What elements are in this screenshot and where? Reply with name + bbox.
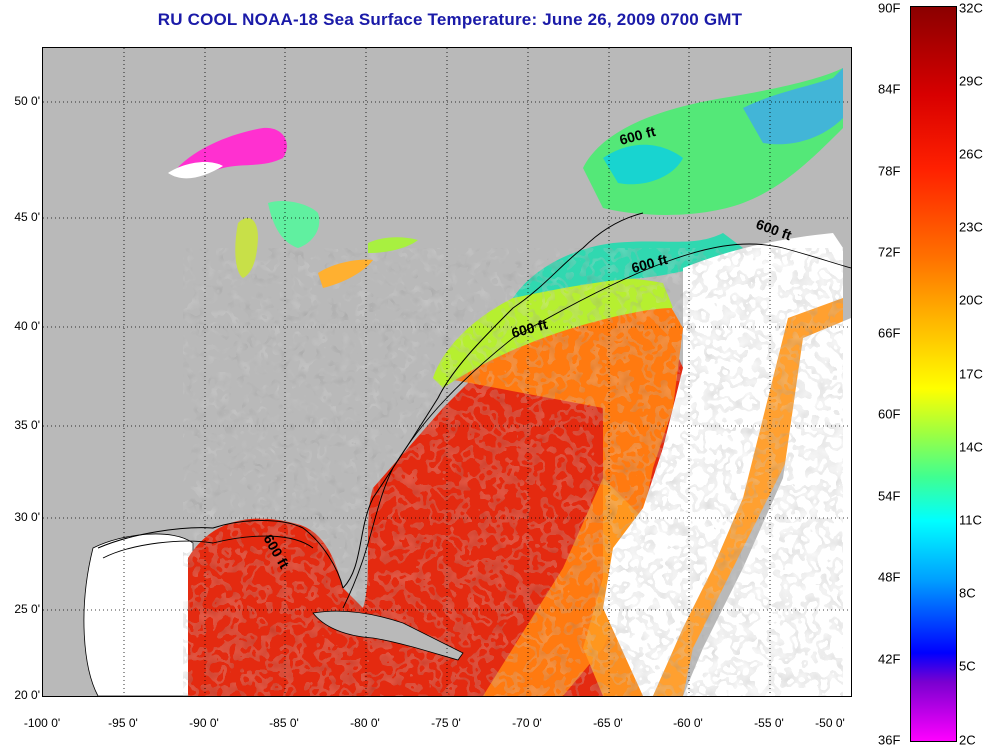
contour-600ft-gulf [102,535,314,559]
colorbar-label-f: 36F [878,732,901,748]
map-grid [43,48,851,696]
labrador-cold-patch [743,68,843,145]
x-tick: -75 0' [431,716,461,730]
colorbar-label-c: 14C [959,439,983,455]
coastline-gulf [97,520,344,589]
colorbar-label-c: 26C [959,146,983,162]
colorbar-label-c: 32C [959,0,983,16]
colorbar-label-c: 11C [959,512,982,528]
y-tick: 25 0' [14,602,40,616]
colorbar-label-c: 2C [959,732,976,748]
colorbar-label-c: 23C [959,219,983,235]
colorbar-label-c: 29C [959,73,983,89]
temperature-colorbar [910,6,957,742]
colorbar-label-f: 42F [878,651,901,667]
x-tick: -70 0' [512,716,542,730]
sst-map: 600 ft 600 ft 600 ft 600 ft 600 ft [42,47,852,697]
colorbar-label-f: 66F [878,325,901,341]
y-tick: 35 0' [14,418,40,432]
colorbar-label-f: 48F [878,569,901,585]
colorbar-label-f: 90F [878,0,901,16]
gulf-nodata [83,533,194,696]
x-tick: -100 0' [23,716,61,730]
colorbar-label-f: 54F [878,488,901,504]
x-tick: -50 0' [815,716,845,730]
gulf-stlawrence-water [603,144,683,185]
colorbar-label-c: 8C [959,585,976,601]
lake-ontario [368,237,418,253]
x-tick: -85 0' [269,716,299,730]
lake-huron [268,201,320,248]
y-tick: 20 0' [14,688,40,702]
colorbar-label-c: 17C [959,366,983,382]
y-tick: 45 0' [14,210,40,224]
x-tick: -80 0' [350,716,380,730]
map-title: RU COOL NOAA-18 Sea Surface Temperature:… [157,10,743,29]
colorbar-label-c: 5C [959,658,976,674]
colorbar-label-f: 84F [878,81,901,97]
y-tick: 30 0' [14,510,40,524]
colorbar-label-f: 78F [878,163,901,179]
lake-michigan [235,218,258,278]
x-tick: -90 0' [189,716,219,730]
colorbar-label-f: 60F [878,406,901,422]
x-tick: -95 0' [108,716,138,730]
colorbar-label-f: 72F [878,244,901,260]
coastline-east [342,212,644,589]
contour-600ft-east [342,243,851,609]
lake-erie [318,259,373,288]
y-tick: 40 0' [14,319,40,333]
lake-superior-west [168,162,223,179]
y-tick: 50 0' [14,94,40,108]
x-tick: -60 0' [673,716,703,730]
x-tick: -65 0' [593,716,623,730]
colorbar-label-c: 20C [959,292,983,308]
x-tick: -55 0' [754,716,784,730]
cuba-outline [312,610,464,661]
